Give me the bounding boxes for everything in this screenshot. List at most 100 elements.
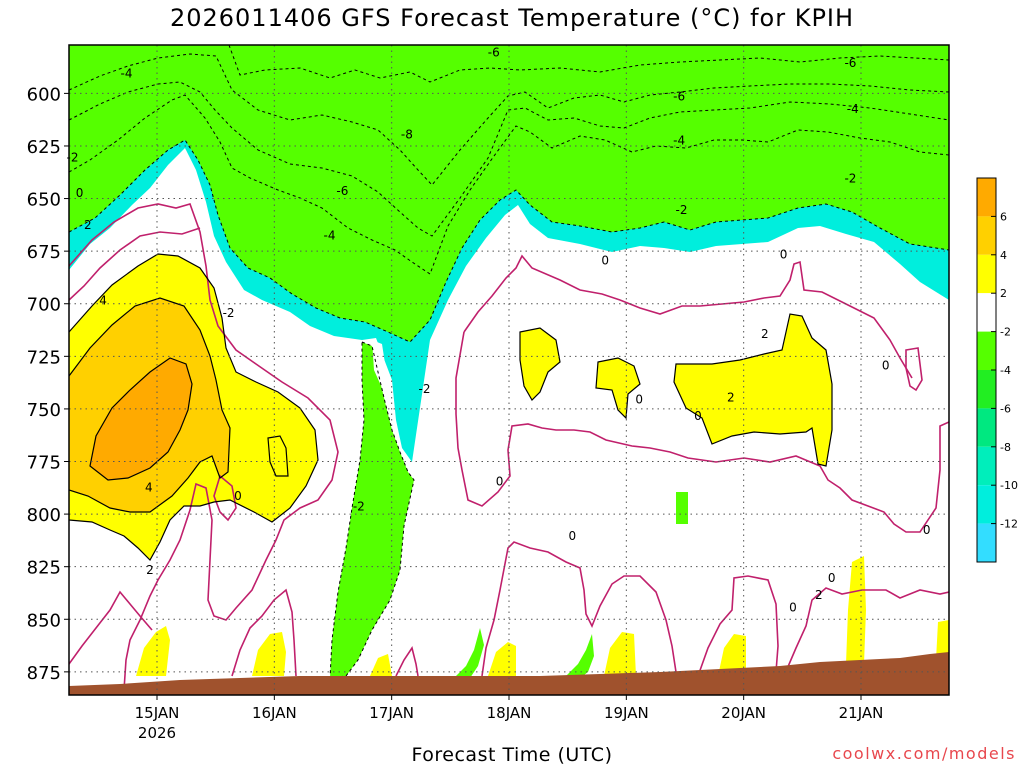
region-minus4-blob-1 — [676, 492, 688, 524]
colorbar-swatch — [977, 446, 996, 486]
contour-label: -6 — [336, 184, 348, 198]
region-minus4-blob-3 — [566, 634, 594, 678]
contour-label: 2 — [815, 588, 823, 602]
x-tick-label: 21JAN — [839, 704, 884, 722]
contour-label: 2 — [761, 327, 769, 341]
terrain-ground — [69, 652, 949, 695]
contour-0-bottom-b — [231, 588, 297, 677]
colorbar-label: -2 — [1000, 326, 1011, 339]
y-tick-label: 825 — [27, 558, 61, 579]
contour-plus2-patch-d — [267, 435, 289, 477]
y-tick-label: 775 — [27, 453, 61, 474]
y-axis-ticks: 600 625 650 675 700 725 750 775 800 825 850 875 — [27, 84, 69, 684]
region-2-to-4-plume-3 — [370, 654, 392, 676]
contour-plus6 — [89, 357, 193, 481]
region-minus2-to-2-hole — [372, 340, 390, 395]
colorbar-label: -6 — [1000, 402, 1011, 415]
contour-label: -8 — [401, 127, 413, 141]
source-credit: coolwx.com/models — [832, 744, 1016, 763]
x-axis-ticks: 15JAN 2026 16JAN 17JAN 18JAN 19JAN 20JAN 21JAN — [135, 695, 884, 742]
contour-0-right-loop — [905, 347, 923, 392]
contour-labels: -4-2024240-2-4-6-8-6-2-20-6-4-200002200-… — [67, 45, 931, 614]
colorbar-swatch — [977, 485, 996, 524]
contour-0-bottom-f — [783, 587, 949, 677]
contour-0-upper-b — [69, 227, 201, 301]
contour-label: 0 — [569, 529, 577, 543]
region-minus4-to-minus2-tongue — [330, 342, 414, 678]
contour-minus2 — [69, 139, 949, 343]
colorbar-label: -12 — [1000, 518, 1018, 531]
x-tick-label: 15JAN — [135, 704, 180, 722]
contour-lines-layer — [69, 45, 949, 691]
colorbar-swatch — [977, 178, 996, 217]
contour-minus2-tongue — [329, 341, 415, 679]
grid-lines — [69, 45, 949, 695]
x-tick-label: 17JAN — [369, 704, 414, 722]
x-tick-sublabel: 2026 — [138, 724, 176, 742]
region-2-to-4-plume-8 — [936, 620, 949, 660]
y-tick-label: 725 — [27, 347, 61, 368]
contour-label: 0 — [923, 523, 931, 537]
contour-label: 0 — [496, 474, 504, 488]
colorbar-swatch — [977, 216, 996, 255]
x-tick-label: 19JAN — [604, 704, 649, 722]
x-tick-label: 20JAN — [721, 704, 766, 722]
y-tick-label: 600 — [27, 84, 61, 105]
contour-label: -4 — [121, 66, 133, 80]
contour-label: 0 — [694, 409, 702, 423]
region-2-to-4-plume-2 — [252, 632, 286, 676]
x-tick-label: 16JAN — [252, 704, 297, 722]
colorbar-swatch — [977, 331, 996, 370]
contour-0-bottom-e — [697, 575, 779, 677]
contour-label: 2 — [727, 390, 735, 404]
y-tick-label: 650 — [27, 190, 61, 211]
chart-title: 2026011406 GFS Forecast Temperature (°C)… — [169, 4, 855, 32]
colorbar-label: 2 — [1000, 287, 1007, 300]
contour-plus2-patch-b — [595, 357, 641, 420]
contour-label: -2 — [223, 306, 235, 320]
contour-minus4 — [69, 94, 949, 275]
contour-minus8 — [69, 53, 949, 186]
contour-label: 0 — [234, 489, 242, 503]
x-axis-label: Forecast Time (UTC) — [411, 744, 613, 766]
contour-0-bottom-a — [69, 590, 153, 665]
region-2-to-4-patch-b — [596, 358, 640, 418]
contour-0-loop-a — [213, 474, 237, 522]
contour-label: -2 — [353, 500, 365, 514]
contour-label: -2 — [675, 203, 687, 217]
y-tick-label: 875 — [27, 663, 61, 684]
y-tick-label: 625 — [27, 137, 61, 158]
colorbar-label: -4 — [1000, 364, 1011, 377]
contour-label: 0 — [780, 247, 788, 261]
colorbar-label: 4 — [1000, 249, 1007, 262]
x-tick-label: 18JAN — [487, 704, 532, 722]
contour-label: 2 — [146, 563, 154, 577]
y-tick-label: 750 — [27, 400, 61, 421]
colorbar-label: -8 — [1000, 441, 1011, 454]
contour-0-main — [69, 203, 339, 691]
contour-label: -6 — [844, 56, 856, 70]
region-2-to-4-patch-a — [520, 328, 560, 400]
colorbar: 6 4 2 -2 -4 -6 -8 -10 -12 — [976, 177, 1018, 563]
contour-plus2 — [69, 253, 319, 561]
contour-label: -6 — [488, 45, 500, 59]
contour-label: 2 — [84, 218, 92, 232]
colorbar-swatch — [977, 254, 996, 294]
contour-0-bottom-d — [481, 541, 677, 677]
y-tick-label: 850 — [27, 610, 61, 631]
colorbar-swatch — [977, 293, 996, 332]
contour-0-right-a — [463, 254, 913, 379]
contour-plus2-patch-c — [673, 313, 833, 467]
contour-label: 0 — [601, 254, 609, 268]
colorbar-swatch — [977, 523, 996, 562]
region-2-to-4-plume-7 — [846, 556, 866, 664]
region-6-to-8-core — [90, 358, 192, 480]
contour-plus2-patch-a — [519, 327, 561, 401]
region-minus4-blob-2 — [456, 628, 484, 678]
colorbar-swatch — [977, 370, 996, 409]
contour-label: 0 — [789, 601, 797, 615]
contour-label: -4 — [847, 102, 859, 116]
contour-label: 4 — [145, 481, 153, 495]
contour-label: 0 — [635, 392, 643, 406]
